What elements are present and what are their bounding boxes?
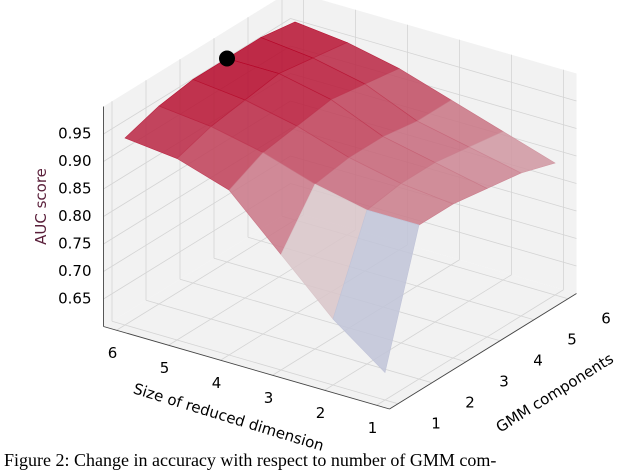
axis-edge (103, 326, 390, 410)
grid-line (324, 274, 512, 391)
y-tick-label: 3 (264, 389, 274, 407)
z-tick-label: 0.95 (58, 125, 91, 143)
best-point (219, 50, 235, 67)
x-tick-label: 4 (533, 351, 543, 369)
caption: Figure 2: Change in accuracy with respec… (4, 450, 496, 470)
x-tick-label: 1 (431, 414, 441, 432)
y-tick-label: 6 (108, 344, 118, 362)
grid-line (103, 18, 291, 135)
y-tick-label: 2 (316, 404, 326, 422)
x-tick-label: 5 (567, 330, 577, 348)
z-tick-label: 0.75 (58, 235, 91, 253)
y-tick-label: 4 (212, 374, 222, 392)
grid-line (376, 289, 564, 406)
grid-line (179, 278, 467, 363)
y-tick-label: 1 (368, 419, 378, 437)
x-tick-label: 3 (499, 372, 509, 390)
z-tick-label: 0.80 (58, 207, 91, 225)
z-tick-label: 0.70 (58, 262, 91, 280)
z-tick-label: 0.90 (58, 152, 91, 170)
z-tick-label: 0.85 (58, 180, 91, 198)
z-axis-label: AUC score (32, 168, 50, 245)
axis-edge (389, 293, 577, 410)
y-tick-label: 5 (160, 359, 170, 377)
z-tick-label: 0.65 (58, 290, 91, 308)
y-axis-label: Size of reduced dimension (131, 380, 326, 455)
grid-line (111, 320, 399, 405)
surface-patch (332, 209, 420, 374)
x-tick-label: 6 (601, 309, 611, 327)
x-axis-label: GMM components (493, 349, 617, 436)
x-tick-label: 2 (465, 393, 475, 411)
grid-line (290, 18, 577, 102)
